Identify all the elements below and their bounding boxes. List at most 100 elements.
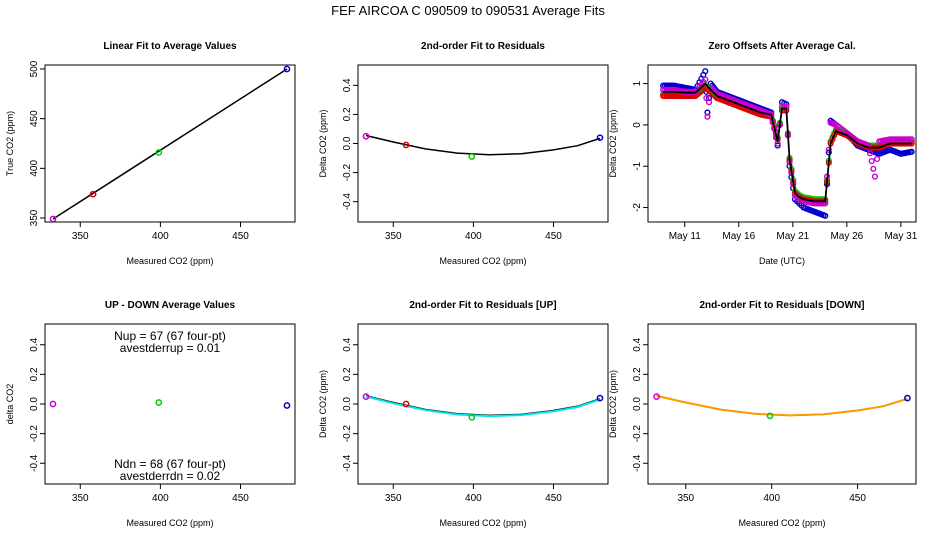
data-point-magenta [866,150,874,157]
annotation-top: Nup = 67 (67 four-pt) [114,329,226,343]
x-tick-label: May 16 [722,231,755,242]
chart-panel-p3: Zero Offsets After Average Cal. May 11 May… [608,41,918,266]
data-point-red [89,190,97,198]
y-tick-label: -2 [632,203,643,212]
y-tick-label: 500 [29,60,40,77]
y-axis-label: delta CO2 [5,384,15,425]
data-point-magenta [362,132,370,140]
x-tick-label: 350 [72,231,89,242]
y-tick-label: 0 [632,122,643,128]
data-point-magenta [703,94,710,102]
data-point-green [468,413,476,421]
y-tick-label: 450 [29,110,40,127]
y-tick-label: 0.0 [632,397,643,411]
y-tick-label: -1 [632,161,643,170]
fit-line-cyan [365,395,601,418]
x-tick-label: 450 [849,493,866,504]
x-axis-label: Measured CO2 (ppm) [126,518,213,528]
y-tick-label: 0.2 [342,107,353,121]
x-tick-label: 450 [545,231,562,242]
data-point-magenta [871,173,879,180]
annotation-bottom: Ndn = 68 (67 four-pt) [114,457,226,471]
data-point-green [766,412,774,420]
y-axis-label: True CO2 (ppm) [5,111,15,176]
y-tick-label: 0.4 [342,78,353,92]
x-tick-label: 400 [763,493,780,504]
x-tick-label: 350 [385,493,402,504]
y-tick-label: -0.4 [342,193,353,211]
data-point-green [155,399,163,406]
x-axis-label: Measured CO2 (ppm) [126,256,213,266]
y-tick-label: 0.0 [342,397,353,411]
chart-panel-p4: UP - DOWN Average Values 350 400 450 -0.4 -0.… [5,300,296,528]
y-tick-label: 0.0 [342,136,353,150]
plot-area [660,68,915,219]
y-tick-label: -0.4 [632,454,643,472]
x-axis-label: Measured CO2 (ppm) [738,518,825,528]
data-point-magenta [825,146,832,153]
data-point-magenta [362,393,370,400]
annotation-bottom: avestderrdn = 0.02 [120,469,221,483]
plot-area [49,399,291,409]
fit-line-black [52,68,288,220]
chart-title: Linear Fit to Average Values [103,41,237,52]
x-tick-label: 400 [465,493,482,504]
y-tick-label: -0.2 [342,164,353,182]
data-point-red [402,400,410,408]
x-tick-label: May 11 [669,231,701,242]
x-tick-label: 400 [465,231,482,242]
data-point-magenta [49,400,57,408]
x-axis-label: Measured CO2 (ppm) [439,256,526,266]
data-point-magenta [653,393,660,400]
y-tick-label: -0.4 [342,454,353,472]
y-axis-label: Delta CO2 (ppm) [608,370,618,438]
data-point-blue [822,212,829,219]
chart-title: 2nd-order Fit to Residuals [UP] [409,300,556,311]
x-tick-label: 450 [232,493,249,504]
data-point-green [155,149,163,156]
x-axis-label: Measured CO2 (ppm) [439,518,526,528]
data-point-blue [596,134,604,142]
data-point-magenta [873,155,881,163]
x-tick-label: 350 [677,493,694,504]
y-tick-label: 0.2 [29,367,40,381]
y-tick-label: 1 [632,80,643,86]
y-tick-label: 0.4 [632,337,643,351]
x-tick-label: 450 [232,231,249,242]
chart-title: 2nd-order Fit to Residuals [DOWN] [700,300,865,311]
data-point-blue [283,65,291,73]
y-tick-label: 350 [29,209,40,226]
x-tick-label: 450 [545,493,562,504]
data-point-magenta [704,113,711,120]
y-tick-label: 0.0 [29,397,40,411]
chart-panel-p1: Linear Fit to Average Values 350 400 450 350… [5,41,296,266]
y-tick-label: 0.2 [632,367,643,381]
y-tick-label: 0.4 [342,337,353,351]
x-tick-label: 400 [152,493,169,504]
data-point-green [468,153,476,160]
x-tick-label: May 21 [776,231,809,242]
chart-panel-p2: 2nd-order Fit to Residuals 350 400 450 -0.4 -… [318,41,609,266]
y-tick-label: 0.4 [29,337,40,351]
panels: Linear Fit to Average Values 350 400 450 350… [5,41,918,528]
y-tick-label: -0.2 [342,425,353,443]
x-tick-label: May 26 [830,231,863,242]
annotation-top: avestderrup = 0.01 [120,341,221,355]
x-tick-label: 400 [152,231,169,242]
y-axis-label: Delta CO2 (ppm) [608,109,618,177]
x-tick-label: 350 [385,231,402,242]
y-axis-label: Delta CO2 (ppm) [318,370,328,438]
data-point-magenta [908,136,915,143]
data-point-blue [774,142,781,149]
x-axis-label: Date (UTC) [759,256,805,266]
y-tick-label: -0.2 [29,425,40,443]
y-axis-label: Delta CO2 (ppm) [318,109,328,177]
data-point-blue [908,148,915,155]
data-point-blue [904,394,911,402]
figure-title: FEF AIRCOA C 090509 to 090531 Average Fi… [331,3,605,18]
plot-area [362,132,604,160]
y-tick-label: 400 [29,160,40,177]
y-tick-label: 0.2 [342,367,353,381]
data-point-blue [702,68,709,75]
data-point-blue [283,402,291,409]
